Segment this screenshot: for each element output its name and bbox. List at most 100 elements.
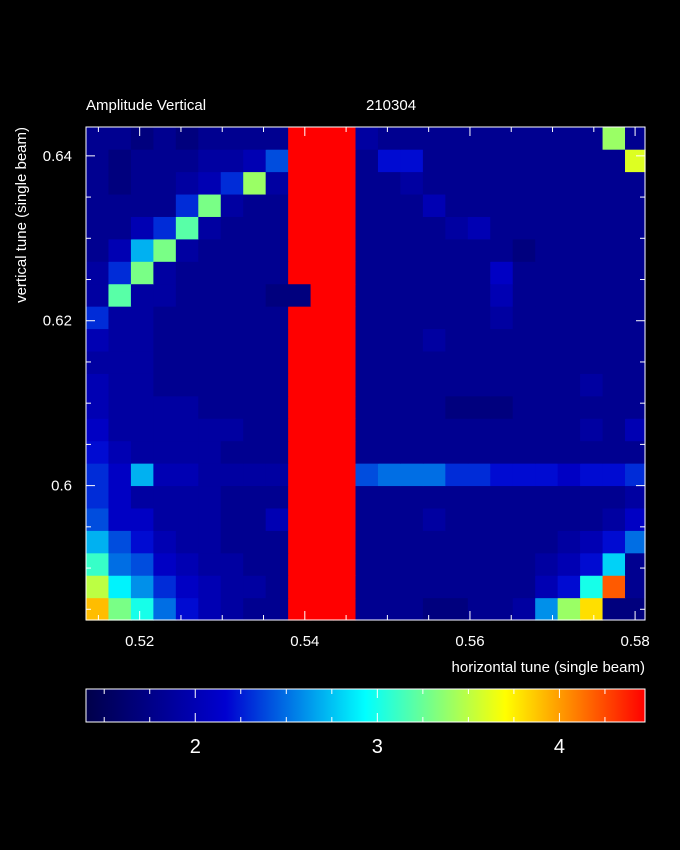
heatmap-cell [333,328,357,352]
heatmap-cell [220,216,244,240]
heatmap-cell [580,440,604,464]
heatmap-cell [445,485,469,509]
heatmap-cell [557,418,581,442]
heatmap-cell [557,440,581,464]
heatmap-cell [422,463,446,487]
heatmap-cell [625,306,646,330]
heatmap-cell [153,463,177,487]
heatmap-cell [355,127,379,150]
heatmap-cell [490,373,514,397]
heatmap-cell [153,373,177,397]
heatmap-cell [467,238,491,262]
heatmap-cell [557,373,581,397]
heatmap-cell [265,328,289,352]
heatmap-cell [557,463,581,487]
heatmap-cell [108,575,132,599]
heatmap-cell [265,216,289,240]
heatmap-cell [243,597,267,621]
heatmap-cell [625,350,646,374]
heatmap-cell [377,328,402,352]
heatmap-cell [557,193,581,217]
heatmap-cell [220,350,244,374]
heatmap-cell [535,507,559,531]
heatmap-cell [108,373,132,397]
heatmap-cell [153,507,177,531]
heatmap-cell [220,507,244,531]
heatmap-cell [625,373,646,397]
heatmap-cell [265,306,289,330]
heatmap-cell [625,485,646,509]
heatmap-cell [288,395,312,419]
heatmap-cell [86,418,110,442]
heatmap-cell [198,530,222,554]
heatmap-cell [557,238,581,262]
heatmap-cell [130,193,154,217]
heatmap-cell [333,350,357,374]
y-tick-label: 0.62 [43,313,72,330]
heatmap-cell [86,261,110,285]
heatmap-cell [288,171,312,195]
heatmap-cell [265,552,289,576]
heatmap-cell [333,261,357,285]
heatmap-cell [445,193,469,217]
heatmap-cell [377,485,402,509]
heatmap-cell [265,127,289,150]
heatmap-cell [288,373,312,397]
heatmap-cell [108,597,132,621]
heatmap-cell [333,306,357,330]
heatmap-cell [333,127,357,150]
heatmap-cell [130,328,154,352]
heatmap-cell [130,283,154,307]
heatmap-cell [198,306,222,330]
heatmap-cell [512,350,536,374]
heatmap-cell [86,306,110,330]
heatmap-cell [175,149,199,173]
heatmap-cell [86,440,110,464]
heatmap-cell [265,440,289,464]
heatmap-cell [108,149,132,173]
heatmap-cell [175,306,199,330]
heatmap-cell [288,261,312,285]
y-axis: 0.6 0.62 0.64 [43,148,645,610]
heatmap-cell [490,440,514,464]
heatmap-cell [602,418,626,442]
heatmap-cell [310,463,334,487]
heatmap-cell [467,507,491,531]
heatmap-cell [108,418,132,442]
heatmap-cell [198,373,222,397]
heatmap-cell [580,507,604,531]
heatmap-cell [220,373,244,397]
heatmap-cell [445,127,469,150]
heatmap-cell [580,418,604,442]
heatmap-cell [625,149,646,173]
heatmap-cell [220,463,244,487]
chart-title: Amplitude Vertical [86,97,206,114]
heatmap-cell [467,530,491,554]
heatmap-cell [490,127,514,150]
heatmap-cell [220,395,244,419]
heatmap-cell [580,216,604,240]
heatmap-cell [198,193,222,217]
heatmap-cell [512,283,536,307]
heatmap-cell [490,283,514,307]
heatmap-cell [602,261,626,285]
heatmap-cell [108,171,132,195]
heatmap-cell [400,193,424,217]
heatmap-cell [310,328,334,352]
heatmap-cell [310,261,334,285]
heatmap-cell [153,238,177,262]
heatmap-cell [580,238,604,262]
heatmap-cell [422,373,446,397]
heatmap-cell [422,127,446,150]
heatmap-cell [400,216,424,240]
heatmap-cell [602,597,626,621]
heatmap-cell [377,395,402,419]
heatmap-cell [86,530,110,554]
heatmap-cell [333,193,357,217]
heatmap-cell [333,597,357,621]
heatmap-cell [243,328,267,352]
heatmap-cell [198,283,222,307]
heatmap-cell [108,238,132,262]
heatmap-cell [535,127,559,150]
heatmap-cell [243,127,267,150]
